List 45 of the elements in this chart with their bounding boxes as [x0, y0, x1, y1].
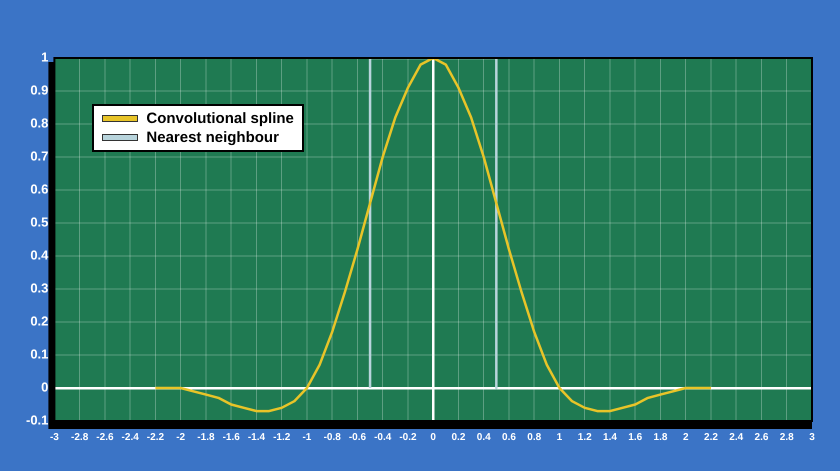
x-tick-label: 2: [682, 432, 689, 443]
x-tick-label: 1.8: [654, 432, 668, 443]
y-tick-label: 0.3: [30, 280, 48, 296]
x-tick-label: 1.6: [628, 432, 643, 443]
y-tick-label: 0.7: [30, 148, 48, 164]
x-tick-label: 3: [809, 432, 816, 443]
x-tick-label: -1.4: [248, 432, 266, 443]
x-tick-label: 1.4: [603, 432, 618, 443]
x-tick-label: 0.6: [502, 432, 516, 443]
x-tick-label: -2: [176, 432, 186, 443]
x-tick-label: -0.2: [399, 432, 417, 443]
x-tick-label: 0: [430, 432, 436, 443]
y-tick-label: 0.9: [30, 82, 48, 98]
y-tick-label: 0.2: [30, 314, 48, 329]
y-tick-label: 0.5: [30, 214, 48, 230]
x-tick-label: -1.6: [222, 432, 240, 443]
x-tick-label: -2.8: [71, 432, 89, 443]
y-tick-label: -0.1: [26, 412, 48, 428]
x-tick-label: -3: [50, 432, 60, 443]
x-tick-label: -0.8: [324, 432, 342, 443]
x-tick-label: 1.2: [578, 432, 592, 443]
x-tick-label: -1: [302, 432, 312, 443]
x-tick-label: -0.6: [348, 432, 366, 443]
legend-label: Nearest neighbour: [146, 128, 279, 147]
x-tick-label: -1.2: [273, 432, 291, 443]
y-tick-label: 0.1: [30, 346, 48, 362]
y-tick-label: 0.6: [30, 182, 48, 197]
x-tick-label: -2.6: [96, 432, 114, 443]
x-tick-label: 2.2: [704, 432, 718, 443]
y-tick-label: 0: [41, 380, 48, 395]
x-tick-label: -1.8: [197, 432, 215, 443]
y-tick-label: 0.4: [30, 248, 50, 263]
x-tick-label: 0.2: [452, 432, 466, 443]
x-tick-label: 2.4: [729, 432, 744, 443]
x-tick-label: 0.8: [527, 432, 542, 443]
legend-label: Convolutional spline: [146, 109, 294, 128]
x-tick-label: -2.2: [146, 432, 164, 443]
y-tick-label: 1: [41, 50, 48, 65]
x-tick-label: -0.4: [374, 432, 392, 443]
x-tick-label: 1: [556, 432, 563, 443]
y-tick-label: 0.8: [30, 116, 48, 131]
x-tick-label: 2.6: [754, 432, 769, 443]
x-tick-label: 2.8: [780, 432, 794, 443]
x-tick-label: -2.4: [122, 432, 140, 443]
x-tick-label: 0.4: [476, 432, 492, 443]
